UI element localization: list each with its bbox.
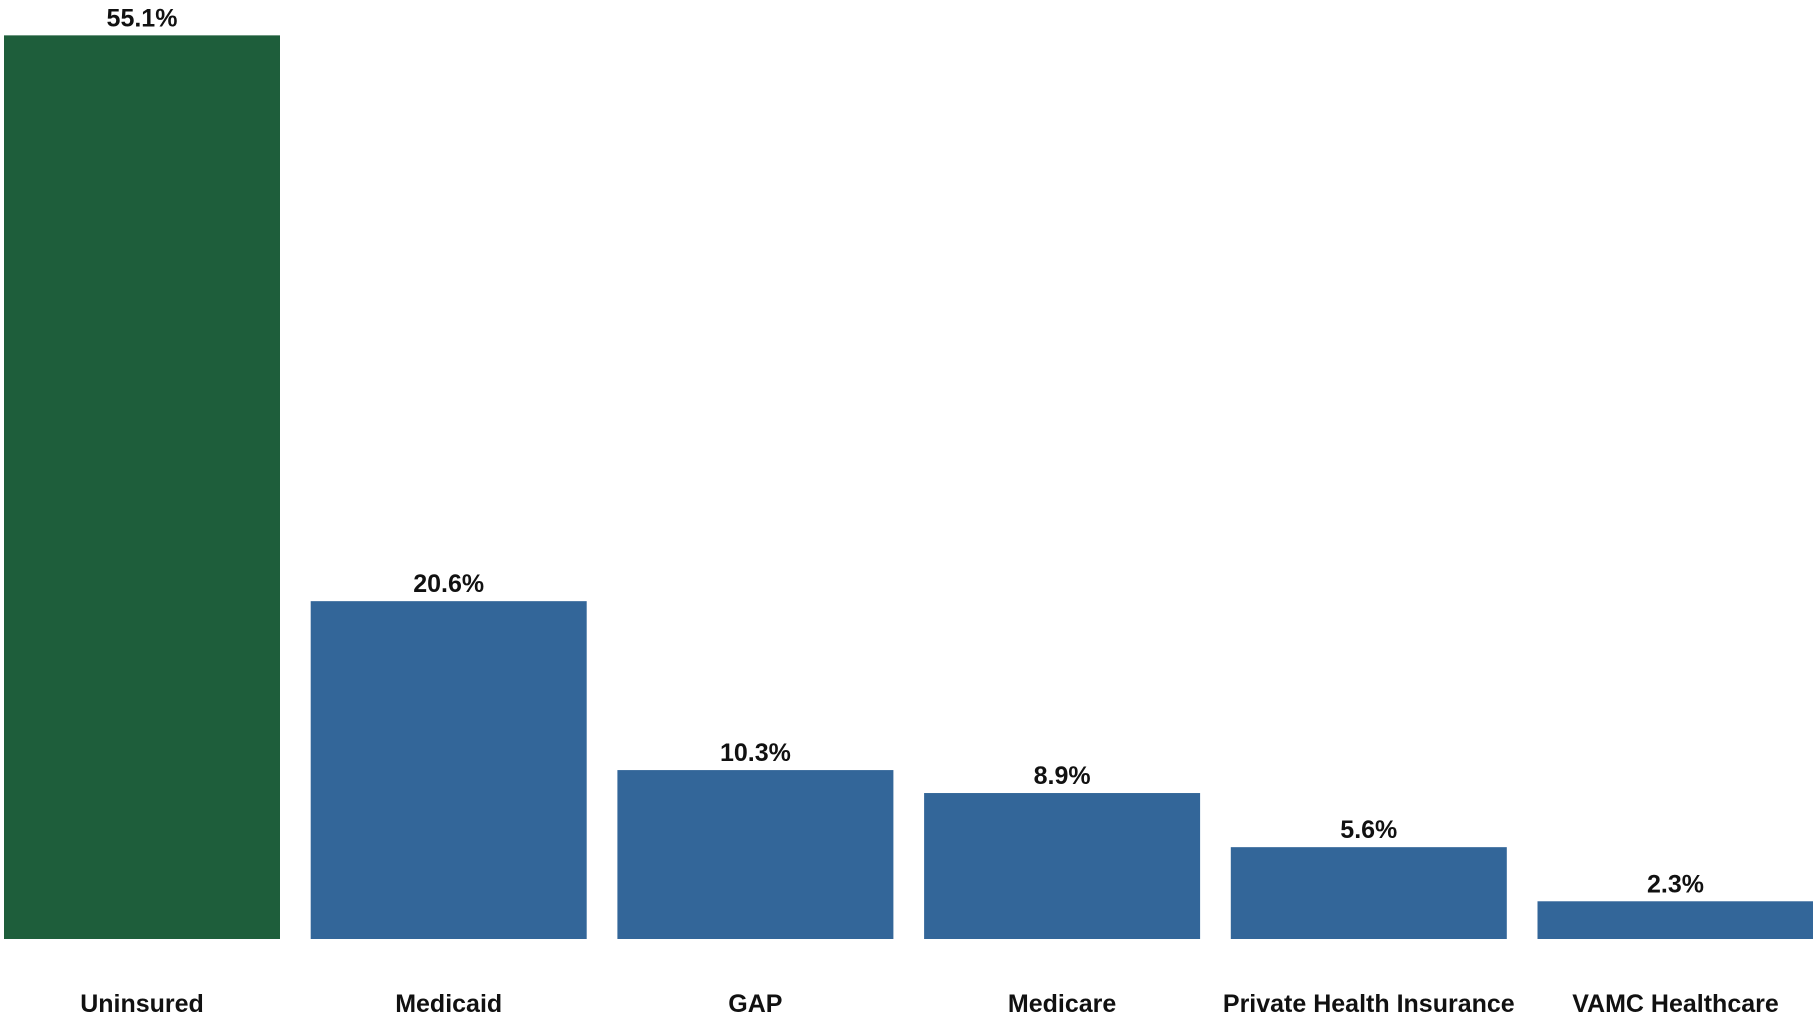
value-label: 5.6% — [1340, 816, 1397, 844]
value-label: 2.3% — [1647, 870, 1704, 898]
bar — [1230, 847, 1507, 939]
bar — [1537, 901, 1813, 939]
x-tick-label: Uninsured — [80, 990, 204, 1018]
x-tick-label: Medicaid — [395, 990, 502, 1018]
x-tick-label: GAP — [728, 990, 782, 1018]
bar — [617, 770, 894, 939]
value-label: 10.3% — [720, 739, 791, 767]
x-tick-label: Private Health Insurance — [1223, 990, 1515, 1018]
value-label: 55.1% — [107, 4, 178, 32]
x-tick-label: Medicare — [1008, 990, 1116, 1018]
x-tick-label: VAMC Healthcare — [1572, 990, 1779, 1018]
value-label: 8.9% — [1034, 762, 1091, 790]
bar — [310, 601, 587, 939]
bar — [4, 35, 280, 940]
value-label: 20.6% — [413, 570, 484, 598]
bar — [924, 793, 1201, 939]
